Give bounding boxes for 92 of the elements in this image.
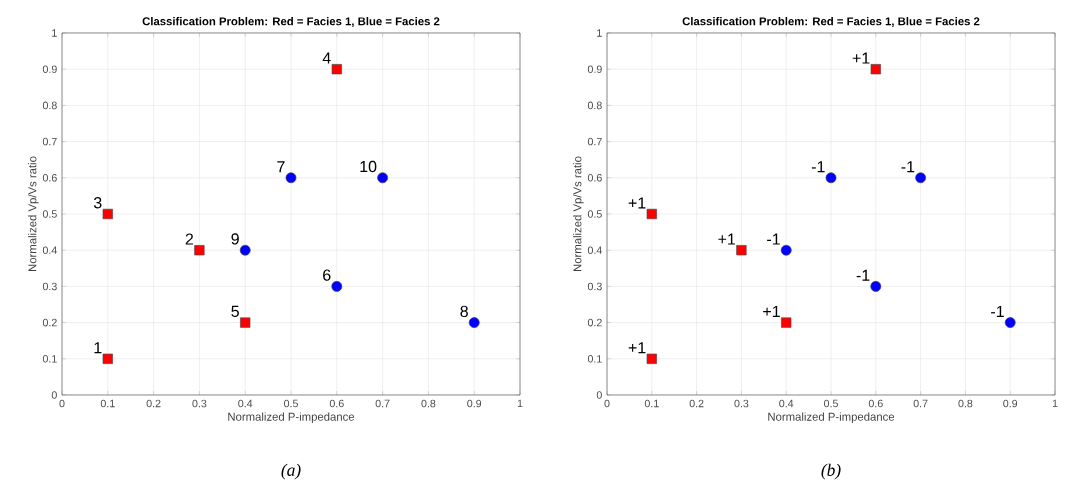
point [781, 317, 792, 328]
chart-title: Classification Problem: Red = Facies 1, Blue = Facies 2 [682, 16, 980, 27]
point [870, 280, 882, 292]
annotation: +1 [628, 197, 646, 209]
annotation: -1 [767, 233, 780, 245]
y-tick-label: 0.2 [42, 318, 57, 327]
y-axis-title: Normalized Vp/Vs ratio [28, 156, 39, 272]
point [239, 244, 251, 256]
annotation: 10 [360, 160, 377, 173]
annotation: 3 [93, 197, 102, 209]
x-tick-label: 0.3 [734, 399, 749, 408]
point [646, 353, 657, 364]
point [240, 317, 251, 328]
y-tick-label: 0.1 [42, 355, 57, 363]
point [194, 245, 205, 256]
x-tick-label: 0.9 [1003, 399, 1018, 408]
x-tick-label: 0.2 [689, 399, 704, 408]
annotation: +1 [852, 52, 870, 64]
y-tick-label: 0.2 [587, 318, 602, 327]
annotation: -1 [811, 161, 825, 173]
annotation: +1 [718, 233, 736, 245]
y-tick-label: 0.9 [587, 65, 602, 73]
annotation: 9 [231, 233, 239, 245]
annotation: 5 [231, 305, 239, 317]
annotation: 6 [323, 269, 331, 281]
annotation: +1 [763, 306, 780, 317]
annotation: 4 [322, 52, 331, 64]
annotation: 7 [277, 161, 285, 173]
x-tick-label: 0.9 [467, 399, 482, 408]
annotation: -1 [856, 269, 870, 281]
y-tick-label: 0.7 [42, 137, 57, 146]
point [915, 172, 927, 184]
x-tick-label: 0.4 [779, 399, 794, 408]
x-tick-label: 0.7 [375, 399, 390, 408]
x-tick-label: 0.4 [238, 399, 253, 408]
point [102, 208, 113, 220]
y-tick-label: 0.8 [42, 101, 57, 110]
point [646, 208, 657, 220]
point [285, 172, 297, 184]
y-tick-label: 1 [597, 29, 602, 37]
x-tick-label: 0.6 [329, 399, 344, 408]
annotation: -1 [901, 161, 915, 173]
x-tick-label: 0.2 [146, 399, 161, 408]
point [825, 172, 837, 184]
point [331, 280, 343, 292]
x-tick-label: 0.5 [284, 399, 298, 408]
y-tick-label: 0.8 [587, 101, 602, 110]
x-axis-title: Normalized P-impedance [228, 412, 355, 423]
y-tick-label: 0 [596, 391, 602, 399]
y-tick-label: 1 [52, 29, 57, 37]
chart-title: Classification Problem: Red = Facies 1, Blue = Facies 2 [142, 16, 440, 27]
y-tick-label: 0.9 [42, 65, 57, 73]
annotation: 1 [94, 342, 102, 354]
point [102, 353, 113, 364]
x-tick-label: 1 [517, 399, 523, 408]
x-tick-label: 0 [59, 399, 65, 408]
x-tick-label: 0 [604, 399, 610, 408]
x-tick-label: 0.8 [958, 399, 973, 408]
x-tick-label: 0.1 [644, 399, 659, 408]
y-tick-label: 0.3 [587, 282, 602, 291]
text: (a) [281, 463, 301, 480]
point [736, 245, 747, 256]
x-tick-label: 0.5 [824, 399, 838, 408]
y-tick-label: 0.1 [587, 355, 602, 363]
y-tick-label: 0.6 [42, 174, 57, 182]
y-tick-label: 0.5 [42, 210, 57, 218]
x-tick-label: 0.1 [100, 399, 115, 408]
x-axis-title: Normalized P-impedance [768, 412, 895, 423]
x-tick-label: 0.6 [868, 399, 883, 408]
x-tick-label: 0.3 [192, 399, 207, 408]
y-tick-label: 0.7 [587, 137, 602, 146]
annotation: +1 [628, 342, 646, 354]
point [870, 64, 881, 75]
y-tick-label: 0.4 [587, 246, 602, 254]
point [1004, 317, 1016, 329]
y-tick-label: 0.3 [42, 282, 57, 291]
y-tick-label: 0.5 [587, 210, 602, 218]
x-tick-label: 1 [1052, 399, 1058, 408]
x-tick-label: 0.7 [913, 399, 928, 408]
y-tick-label: 0.4 [42, 246, 57, 254]
text: (b) [821, 463, 841, 480]
y-tick-label: 0.6 [587, 174, 602, 182]
annotation: 8 [460, 305, 468, 317]
annotation: -1 [991, 306, 1004, 317]
point [780, 244, 792, 256]
y-axis-title: Normalized Vp/Vs ratio [573, 156, 584, 272]
x-tick-label: 0.8 [421, 399, 436, 408]
y-tick-label: 0 [51, 391, 57, 399]
annotation: 2 [185, 233, 193, 245]
point [377, 172, 389, 184]
point [468, 317, 480, 329]
point [331, 64, 342, 75]
